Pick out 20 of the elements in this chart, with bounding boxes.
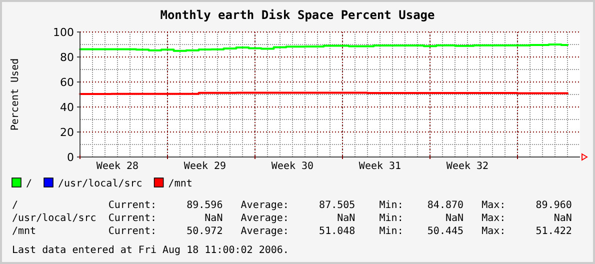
y-tick-label: 20 <box>60 126 74 139</box>
legend-label: /usr/local/src <box>58 178 142 190</box>
x-tick-label: Week 30 <box>271 161 314 172</box>
legend-label: / <box>26 178 32 190</box>
y-axis-title: Percent Used <box>10 58 21 131</box>
text: Last data entered at Fri Aug 18 11:00:02 2006. <box>12 245 289 256</box>
legend-label: /mnt <box>168 178 192 190</box>
x-tick-label: Week 28 <box>96 161 139 172</box>
chart-title: Monthly earth Disk Space Percent Usage <box>160 8 435 22</box>
text: /mnt Current: 50.972 Average: 51.048 Min: 50.445 Max: 51.422 <box>12 226 572 237</box>
text: / Current: 89.596 Average: 87.505 Min: 84.870 Max: 89.960 <box>12 200 572 211</box>
text: /usr/local/src Current: NaN Average: NaN Min: NaN Max: NaN <box>12 213 572 224</box>
y-tick-label: 80 <box>60 51 74 64</box>
y-tick-label: 0 <box>67 151 74 164</box>
x-tick-label: Week 29 <box>184 161 226 172</box>
y-tick-label: 40 <box>60 101 74 114</box>
y-tick-label: 60 <box>60 76 74 89</box>
x-tick-label: Week 32 <box>446 161 489 172</box>
x-tick-label: Week 31 <box>358 161 402 172</box>
y-tick-label: 100 <box>53 26 74 39</box>
